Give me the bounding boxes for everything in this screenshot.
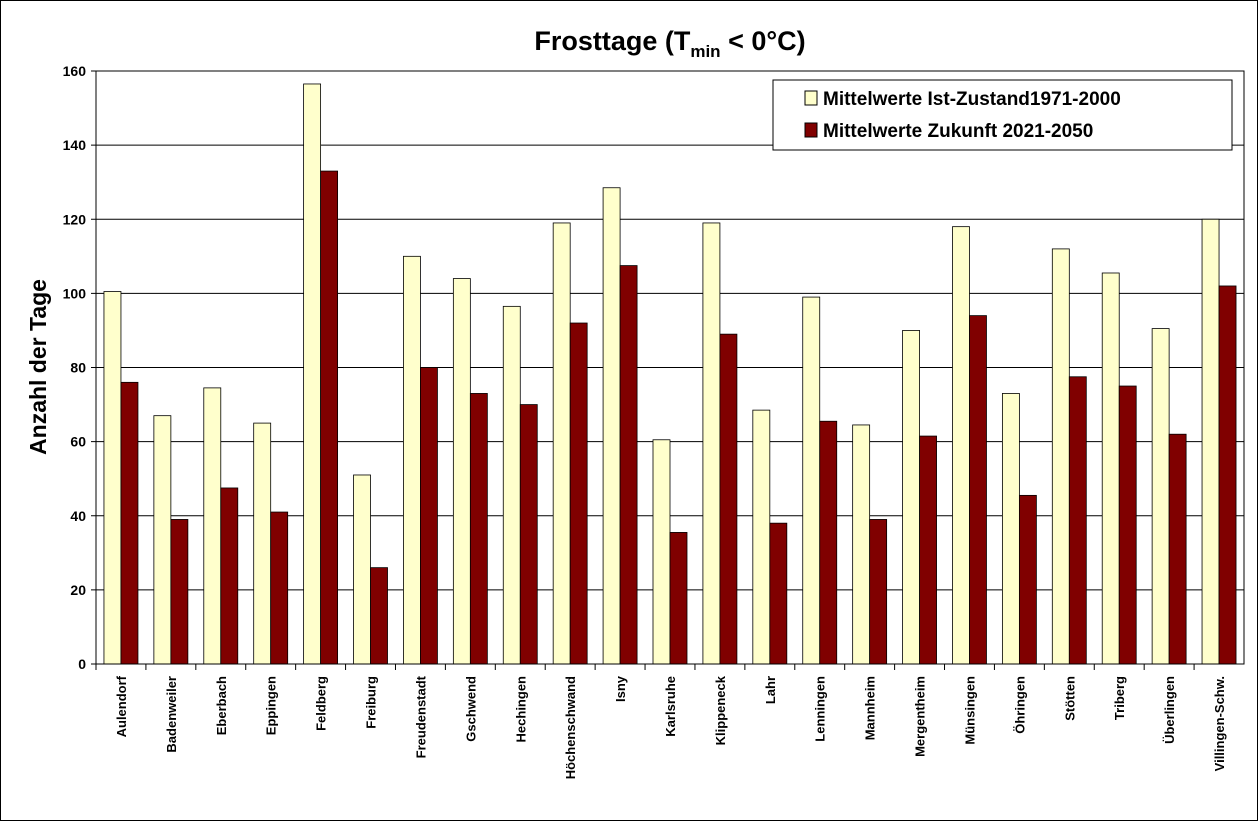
x-tick-label: Mergentheim (913, 676, 928, 757)
bar (320, 170, 339, 665)
bar (802, 296, 821, 665)
bar (1068, 376, 1087, 665)
x-tick-label: Triberg (1112, 676, 1127, 720)
x-tick-label: Gschwend (463, 676, 478, 742)
x-tick-label: Isny (613, 675, 628, 702)
bar (769, 522, 788, 665)
bar (619, 265, 638, 665)
y-tick-label: 120 (63, 211, 87, 227)
legend-label: Mittelwerte Zukunft 2021-2050 (823, 121, 1093, 142)
bar (569, 322, 588, 665)
bar (452, 278, 471, 665)
title-sub: min (690, 42, 720, 61)
bar (253, 422, 272, 665)
bar (403, 255, 421, 665)
bar (220, 487, 239, 665)
y-tick-label: 60 (70, 434, 86, 450)
bar (1118, 385, 1137, 665)
x-tick-label: Badenweiler (164, 676, 179, 753)
title-rest: < 0°C) (721, 26, 806, 56)
bar (120, 381, 139, 665)
bar (103, 291, 122, 665)
bar (602, 187, 621, 665)
x-tick-label: Hechingen (513, 676, 528, 743)
bar (819, 420, 838, 665)
bar (1168, 433, 1187, 665)
bar (669, 532, 688, 665)
bar (1001, 393, 1020, 665)
chart-title: Frosttage (Tmin < 0°C) (534, 26, 805, 61)
bar (1218, 285, 1237, 665)
bar (353, 474, 371, 665)
y-tick-label: 0 (78, 656, 86, 672)
x-tick-label: Freiburg (364, 676, 379, 729)
legend-swatch (804, 122, 818, 138)
bar (852, 424, 871, 665)
x-tick-label: Freudenstadt (413, 675, 428, 758)
bar (303, 83, 322, 665)
bar (552, 222, 571, 665)
bar (719, 333, 738, 665)
bar (170, 519, 189, 665)
x-tick-label: Eberbach (214, 676, 229, 735)
bar (1151, 328, 1170, 665)
y-tick-label: 160 (63, 63, 87, 79)
x-tick-label: Höchenschwand (563, 676, 578, 779)
title-main: Frosttage (T (534, 26, 691, 56)
bar (652, 439, 671, 665)
x-tick-label: Überlingen (1162, 676, 1177, 744)
x-tick-label: Eppingen (264, 676, 279, 735)
y-tick-label: 140 (63, 137, 87, 153)
bar (1018, 494, 1037, 665)
bar (1201, 218, 1220, 665)
x-tick-label: Aulendorf (114, 675, 129, 737)
bar (420, 367, 438, 665)
y-axis-label: Anzahl der Tage (25, 279, 51, 455)
x-tick-label: Lahr (763, 676, 778, 704)
x-tick-label: Mannheim (863, 676, 878, 740)
y-tick-label: 80 (70, 360, 86, 376)
x-tick-label: Karlsruhe (663, 676, 678, 737)
bar (952, 226, 970, 665)
bar (519, 404, 538, 665)
bar (370, 567, 388, 665)
y-tick-label: 40 (70, 508, 86, 524)
x-tick-label: Klippeneck (713, 675, 728, 745)
legend-swatch (804, 90, 818, 106)
bar (869, 519, 888, 665)
y-tick-label: 100 (63, 285, 87, 301)
bar (1051, 248, 1070, 665)
bar (469, 393, 488, 665)
bar (502, 305, 521, 665)
bar (702, 222, 721, 665)
bar (153, 415, 172, 665)
bar (203, 387, 222, 665)
x-tick-label: Münsingen (962, 676, 977, 745)
legend-label: Mittelwerte Ist-Zustand1971-2000 (823, 89, 1121, 110)
x-tick-label: Stötten (1062, 676, 1077, 721)
bar (1101, 272, 1120, 665)
x-tick-label: Öhringen (1012, 676, 1027, 734)
plot-border (95, 70, 1245, 665)
bar (902, 330, 920, 665)
x-tick-label: Villingen-Schw. (1212, 676, 1227, 771)
bar (919, 435, 937, 665)
y-tick-label: 20 (70, 582, 86, 598)
bar (270, 511, 289, 665)
bar (752, 409, 771, 665)
bar (969, 315, 987, 665)
legend-box (772, 79, 1233, 151)
x-tick-label: Lenningen (813, 676, 828, 742)
x-tick-label: Feldberg (314, 676, 329, 731)
